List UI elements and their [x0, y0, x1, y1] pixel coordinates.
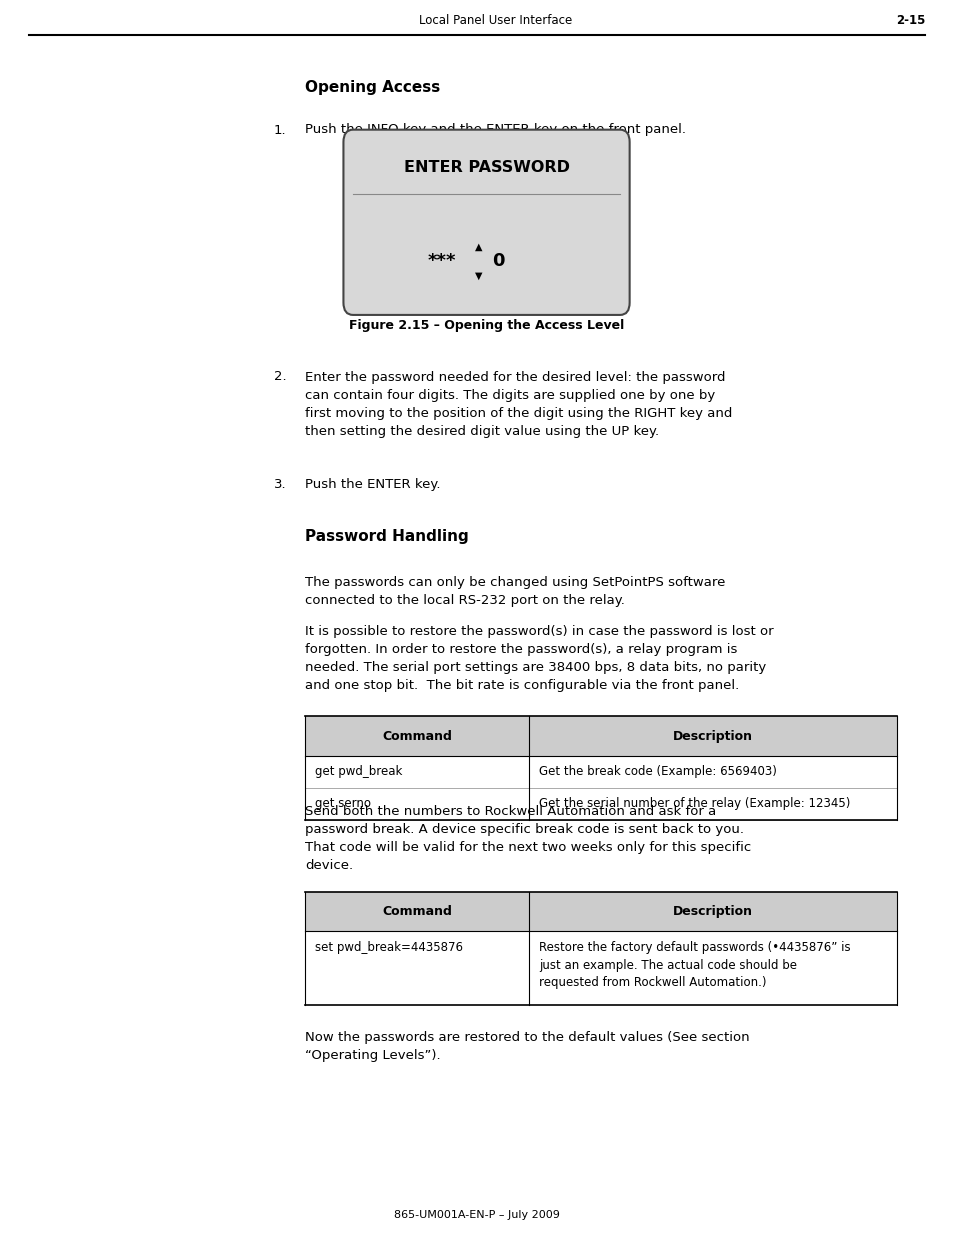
- Text: Get the break code (Example: 6569403): Get the break code (Example: 6569403): [538, 766, 776, 778]
- Text: 3.: 3.: [274, 478, 286, 492]
- Text: Now the passwords are restored to the default values (See section
“Operating Lev: Now the passwords are restored to the de…: [305, 1031, 749, 1062]
- Text: get serno: get serno: [314, 798, 371, 810]
- Text: 2-15: 2-15: [895, 14, 924, 27]
- Text: 1.: 1.: [274, 124, 286, 137]
- Text: Description: Description: [673, 905, 752, 918]
- Text: Command: Command: [382, 730, 452, 742]
- Text: get pwd_break: get pwd_break: [314, 766, 402, 778]
- Text: Opening Access: Opening Access: [305, 80, 440, 95]
- Text: Send both the numbers to Rockwell Automation and ask for a
password break. A dev: Send both the numbers to Rockwell Automa…: [305, 805, 751, 872]
- Text: Password Handling: Password Handling: [305, 529, 469, 543]
- FancyBboxPatch shape: [343, 130, 629, 315]
- Text: 865-UM001A-EN-P – July 2009: 865-UM001A-EN-P – July 2009: [394, 1210, 559, 1220]
- Text: Figure 2.15 – Opening the Access Level: Figure 2.15 – Opening the Access Level: [349, 319, 623, 332]
- Text: Description: Description: [673, 730, 752, 742]
- Text: Push the INFO key and the ENTER key on the front panel.: Push the INFO key and the ENTER key on t…: [305, 124, 685, 137]
- Text: Enter the password needed for the desired level: the password
can contain four d: Enter the password needed for the desire…: [305, 370, 732, 437]
- Text: It is possible to restore the password(s) in case the password is lost or
forgot: It is possible to restore the password(s…: [305, 625, 773, 692]
- Text: Restore the factory default passwords (•4435876” is
just an example. The actual : Restore the factory default passwords (•…: [538, 941, 850, 989]
- Text: Get the serial number of the relay (Example: 12345): Get the serial number of the relay (Exam…: [538, 798, 849, 810]
- Text: ***: ***: [427, 252, 456, 270]
- Text: The passwords can only be changed using SetPointPS software
connected to the loc: The passwords can only be changed using …: [305, 576, 725, 606]
- Text: set pwd_break=4435876: set pwd_break=4435876: [314, 941, 462, 955]
- Text: ▼: ▼: [475, 272, 482, 282]
- Text: Local Panel User Interface: Local Panel User Interface: [418, 14, 572, 27]
- Text: Push the ENTER key.: Push the ENTER key.: [305, 478, 440, 492]
- Bar: [305, 892, 896, 931]
- Text: ENTER PASSWORD: ENTER PASSWORD: [403, 161, 569, 175]
- Text: 0: 0: [492, 252, 504, 270]
- Text: Command: Command: [382, 905, 452, 918]
- Text: ▲: ▲: [475, 242, 482, 252]
- Text: 2.: 2.: [274, 370, 286, 384]
- Bar: [305, 716, 896, 756]
